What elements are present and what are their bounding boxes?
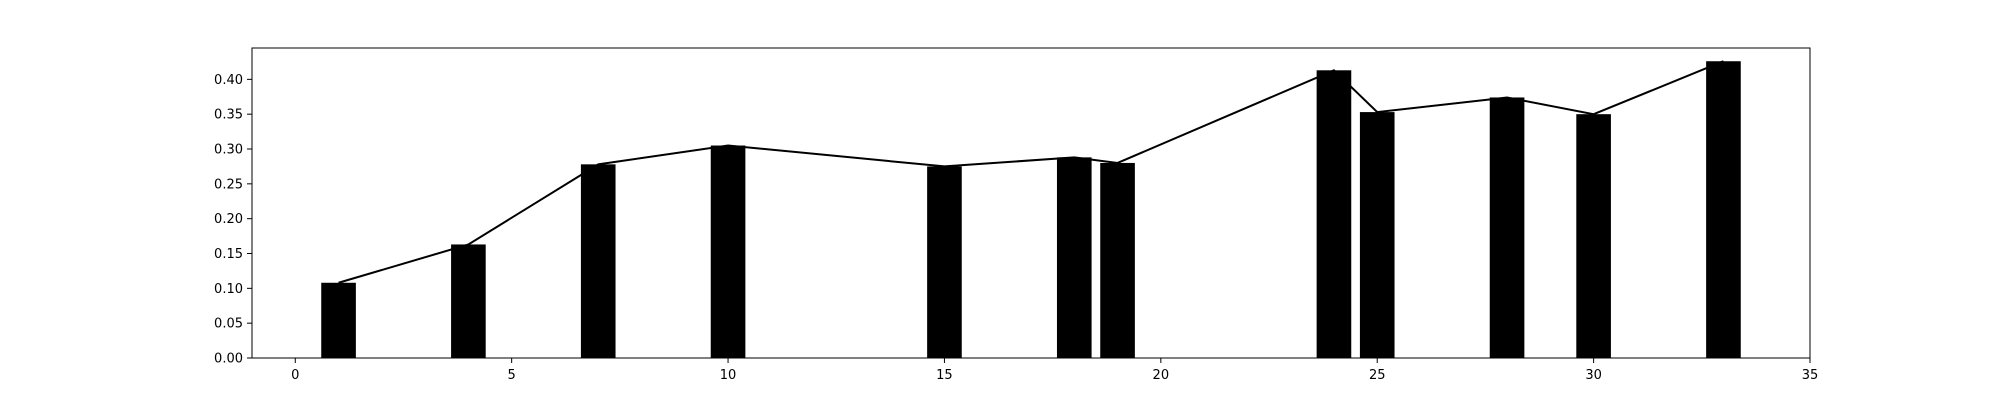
y-tick-label: 0.25 bbox=[214, 177, 243, 192]
bar bbox=[927, 166, 962, 358]
y-tick-label: 0.10 bbox=[214, 282, 243, 297]
y-tick-label: 0.40 bbox=[214, 73, 243, 88]
y-tick-label: 0.35 bbox=[214, 108, 243, 123]
bar bbox=[1100, 162, 1135, 358]
y-axis-ticks: 0.00 0.05 0.10 0.15 0.20 0.25 0.30 0.35 0.40 bbox=[214, 73, 252, 367]
bar bbox=[710, 145, 746, 358]
bar bbox=[1056, 157, 1092, 358]
x-tick-label: 30 bbox=[1585, 368, 1602, 383]
bar bbox=[321, 282, 356, 358]
x-tick-label: 20 bbox=[1153, 368, 1170, 383]
y-tick-label: 0.15 bbox=[214, 247, 243, 262]
plot-frame bbox=[251, 47, 1811, 359]
bar bbox=[580, 164, 616, 358]
bar bbox=[451, 244, 486, 358]
y-tick-label: 0.05 bbox=[214, 317, 243, 332]
x-tick-label: 5 bbox=[508, 368, 516, 383]
bar bbox=[1359, 112, 1395, 358]
series-line bbox=[338, 60, 1724, 284]
bar bbox=[1316, 70, 1352, 358]
y-tick-label: 0.30 bbox=[214, 143, 243, 158]
bar bbox=[1489, 97, 1525, 359]
x-tick-label: 15 bbox=[936, 368, 953, 383]
bars-group bbox=[321, 61, 1741, 359]
y-tick-label: 0.20 bbox=[214, 212, 243, 227]
x-tick-label: 35 bbox=[1802, 368, 1819, 383]
bar bbox=[1576, 114, 1611, 358]
x-tick-label: 10 bbox=[720, 368, 737, 383]
y-tick-label: 0.00 bbox=[214, 352, 243, 367]
line-group bbox=[338, 60, 1724, 284]
x-tick-label: 25 bbox=[1369, 368, 1386, 383]
bar bbox=[1706, 61, 1741, 358]
x-axis-ticks: 0 5 10 15 20 25 30 35 bbox=[291, 358, 1818, 383]
x-tick-label: 0 bbox=[291, 368, 299, 383]
